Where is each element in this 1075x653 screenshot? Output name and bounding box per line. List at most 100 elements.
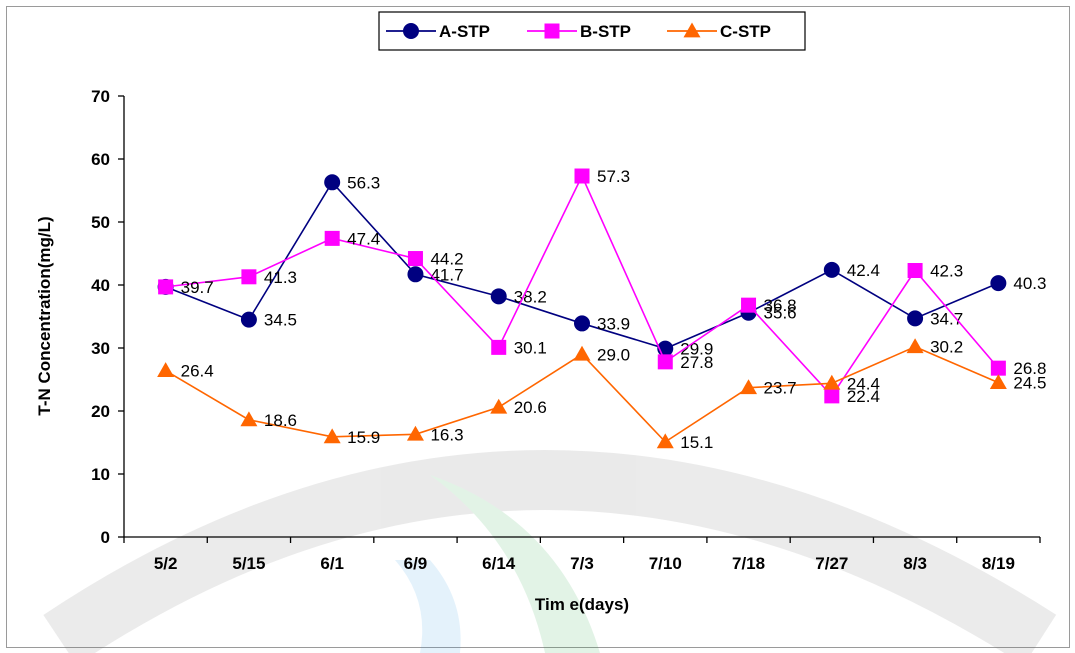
data-point xyxy=(407,266,424,283)
x-tick-label: 7/18 xyxy=(732,554,765,573)
watermark xyxy=(43,450,1057,653)
data-label: 42.4 xyxy=(847,261,880,280)
data-point xyxy=(906,338,924,354)
data-label: 40.3 xyxy=(1013,274,1046,293)
data-point xyxy=(573,345,591,361)
data-label: 24.4 xyxy=(847,374,880,393)
data-point xyxy=(490,398,508,414)
data-label: 16.3 xyxy=(430,425,463,444)
data-point xyxy=(241,269,257,285)
data-label: 34.7 xyxy=(930,309,963,328)
data-point xyxy=(240,411,258,427)
data-point xyxy=(324,230,340,246)
data-point xyxy=(491,339,507,355)
data-point xyxy=(656,433,674,449)
y-axis-ticks: 0 10 20 30 40 50 60 70 xyxy=(91,87,124,547)
data-label: 18.6 xyxy=(264,411,297,430)
data-label: 20.6 xyxy=(514,398,547,417)
data-label: 22.4 xyxy=(847,387,880,406)
data-point xyxy=(574,315,590,332)
data-point xyxy=(406,425,424,441)
y-tick-label: 0 xyxy=(101,528,110,547)
data-label: 36.8 xyxy=(764,296,797,315)
legend-marker xyxy=(403,23,419,39)
y-axis-title: T-N Concentration(mg/L) xyxy=(35,216,54,415)
data-label: 38.2 xyxy=(514,287,547,306)
legend-item-b-stp: B-STP xyxy=(527,22,631,41)
chart-frame xyxy=(6,6,1070,648)
legend: A-STP B-STP C-STP xyxy=(378,11,806,51)
series-layer: 34.5 56.3 41.7 38.2 33.9 29.9 35.6 42.4 34.7 40.3… xyxy=(157,167,1046,452)
watermark-blue-shape xyxy=(395,560,461,653)
x-tick-label: 7/3 xyxy=(570,554,594,573)
y-tick-label: 60 xyxy=(91,150,110,169)
series-b-stp: 39.7 41.3 47.4 44.2 30.1 57.3 27.8 36.8 22.4 42.3… xyxy=(158,167,1046,406)
x-tick-label: 6/9 xyxy=(404,554,428,573)
data-label: 15.9 xyxy=(347,428,380,447)
legend-box xyxy=(378,11,806,51)
data-point xyxy=(907,310,924,327)
x-tick-label: 5/15 xyxy=(232,554,265,573)
data-label: 30.1 xyxy=(514,338,547,357)
data-label: 33.9 xyxy=(597,314,630,333)
data-point xyxy=(324,174,341,191)
data-point xyxy=(741,297,757,313)
data-point xyxy=(240,311,257,328)
legend-marker xyxy=(683,22,701,38)
data-point xyxy=(990,275,1007,292)
series-a-stp: 34.5 56.3 41.7 38.2 33.9 29.9 35.6 42.4 34.7 40.3 xyxy=(157,173,1046,359)
y-tick-label: 20 xyxy=(91,402,110,421)
x-tick-label: 6/1 xyxy=(320,554,344,573)
data-label: 29.9 xyxy=(680,340,713,359)
legend-item-a-stp: A-STP xyxy=(386,22,490,41)
data-point xyxy=(823,374,841,390)
x-tick-label: 6/14 xyxy=(482,554,516,573)
legend-label: B-STP xyxy=(580,22,631,41)
data-point xyxy=(574,168,590,184)
y-tick-label: 10 xyxy=(91,465,110,484)
data-point xyxy=(740,379,758,395)
data-label: 24.5 xyxy=(1013,374,1046,393)
data-label: 57.3 xyxy=(597,167,630,186)
watermark-green-shape xyxy=(430,475,600,653)
data-label: 56.3 xyxy=(347,173,380,192)
x-axis-ticks: 5/2 5/15 6/1 6/9 6/14 7/3 7/10 7/18 7/27 8/3 8/19 xyxy=(123,537,1041,573)
data-point xyxy=(823,261,840,278)
data-label: 15.1 xyxy=(680,433,713,452)
data-label: 30.2 xyxy=(930,338,963,357)
data-label: 42.3 xyxy=(930,262,963,281)
data-label: 41.3 xyxy=(264,268,297,287)
data-point xyxy=(157,362,175,378)
data-label: 27.8 xyxy=(680,353,713,372)
x-tick-label: 8/3 xyxy=(903,554,927,573)
data-label: 26.4 xyxy=(181,362,214,381)
watermark-arc xyxy=(43,450,1057,653)
data-label: 41.7 xyxy=(430,265,463,284)
data-label: 23.7 xyxy=(764,379,797,398)
data-label: 44.2 xyxy=(430,250,463,269)
x-axis-title: Tim e(days) xyxy=(535,595,629,614)
data-point xyxy=(990,360,1006,376)
data-point xyxy=(824,388,840,404)
y-tick-label: 50 xyxy=(91,213,110,232)
legend-label: C-STP xyxy=(720,22,771,41)
data-label: 35.6 xyxy=(764,304,797,323)
y-tick-label: 70 xyxy=(91,87,110,106)
legend-label: A-STP xyxy=(439,22,490,41)
data-point xyxy=(657,354,673,370)
data-label: 29.0 xyxy=(597,345,630,364)
data-point xyxy=(490,288,507,305)
y-tick-label: 40 xyxy=(91,276,110,295)
data-label: 47.4 xyxy=(347,229,380,248)
data-label: 26.8 xyxy=(1013,359,1046,378)
data-label: 34.5 xyxy=(264,311,297,330)
data-point xyxy=(989,374,1007,390)
data-point xyxy=(907,263,923,279)
x-tick-label: 7/10 xyxy=(649,554,682,573)
plot-axes xyxy=(123,96,1040,538)
data-label: 39.7 xyxy=(181,278,214,297)
data-point xyxy=(323,428,341,444)
x-tick-label: 8/19 xyxy=(982,554,1015,573)
y-tick-label: 30 xyxy=(91,339,110,358)
